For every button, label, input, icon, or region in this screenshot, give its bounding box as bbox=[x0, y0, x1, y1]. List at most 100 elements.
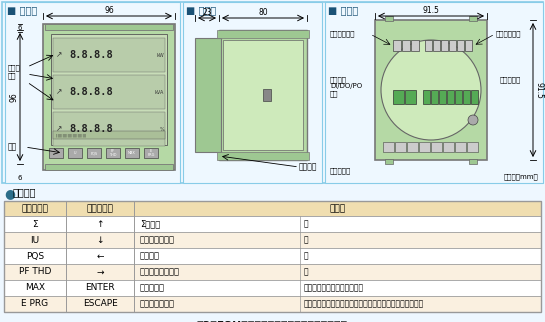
Bar bbox=[447, 90, 454, 104]
Bar bbox=[411, 40, 419, 51]
Text: 23: 23 bbox=[202, 7, 212, 16]
Bar bbox=[455, 90, 462, 104]
Bar bbox=[325, 2, 543, 183]
Bar bbox=[4, 264, 541, 280]
Bar bbox=[449, 40, 456, 51]
Bar bbox=[407, 142, 418, 152]
Bar bbox=[51, 34, 167, 145]
Bar bbox=[53, 131, 165, 139]
Text: E PRG: E PRG bbox=[21, 299, 49, 308]
Text: ←: ← bbox=[96, 251, 104, 260]
Text: IU: IU bbox=[31, 235, 40, 244]
Text: 設定モード: 設定モード bbox=[87, 204, 113, 213]
Bar bbox=[4, 201, 541, 312]
Bar bbox=[465, 40, 472, 51]
Bar bbox=[53, 112, 165, 146]
Text: ↑: ↑ bbox=[96, 220, 104, 229]
Bar bbox=[68, 148, 82, 158]
Bar bbox=[433, 40, 440, 51]
Text: %: % bbox=[159, 127, 164, 131]
Text: PF THD: PF THD bbox=[19, 268, 51, 277]
Bar bbox=[219, 30, 307, 160]
Text: |||||||||||||||||||||||||: ||||||||||||||||||||||||| bbox=[55, 133, 86, 137]
Text: 96: 96 bbox=[104, 5, 114, 14]
Text: 電流・電圧表示: 電流・電圧表示 bbox=[140, 235, 175, 244]
Bar bbox=[471, 90, 478, 104]
Bar bbox=[469, 159, 477, 164]
Bar bbox=[431, 142, 442, 152]
Text: 機　能: 機 能 bbox=[329, 204, 346, 213]
Text: IU: IU bbox=[73, 151, 77, 155]
Bar bbox=[49, 148, 63, 158]
Text: キー操作: キー操作 bbox=[13, 187, 37, 197]
Text: 91.5: 91.5 bbox=[422, 5, 439, 14]
Bar bbox=[45, 24, 173, 30]
Bar bbox=[4, 248, 541, 264]
Bar bbox=[195, 38, 221, 152]
Text: →: → bbox=[96, 268, 104, 277]
Text: ENTER: ENTER bbox=[85, 283, 115, 292]
Bar bbox=[217, 152, 309, 160]
Text: 設定メニュー呼出し・メニュー戻る・設定変更キャンセル: 設定メニュー呼出し・メニュー戻る・設定変更キャンセル bbox=[304, 299, 424, 308]
Text: 電力表示: 電力表示 bbox=[140, 251, 160, 260]
Text: 電力量表示切換: 電力量表示切換 bbox=[140, 299, 175, 308]
Bar bbox=[393, 90, 404, 104]
Text: ■ 側面図: ■ 側面図 bbox=[186, 5, 216, 15]
Text: 左: 左 bbox=[304, 251, 308, 260]
Bar bbox=[457, 40, 464, 51]
Text: 力率・高調波表示: 力率・高調波表示 bbox=[140, 268, 180, 277]
Bar bbox=[419, 142, 430, 152]
Bar bbox=[469, 16, 477, 21]
Text: ↗: ↗ bbox=[56, 125, 62, 134]
Bar bbox=[43, 24, 175, 170]
Text: 電源端子: 電源端子 bbox=[330, 77, 347, 83]
Bar bbox=[87, 148, 101, 158]
Text: ストッパ: ストッパ bbox=[299, 162, 317, 171]
Bar bbox=[425, 40, 432, 51]
Bar bbox=[467, 142, 478, 152]
Text: 91.5: 91.5 bbox=[535, 81, 543, 99]
Bar bbox=[217, 30, 309, 38]
Text: ●: ● bbox=[4, 187, 15, 200]
Bar bbox=[4, 296, 541, 312]
Bar bbox=[463, 90, 470, 104]
Text: Σ: Σ bbox=[32, 220, 38, 229]
Text: ■ 背面図: ■ 背面図 bbox=[328, 5, 358, 15]
Text: E
PRG: E PRG bbox=[147, 149, 155, 157]
Bar bbox=[4, 280, 541, 296]
Text: PF
THD: PF THD bbox=[109, 149, 117, 157]
Text: 図3　53Uのパネル図、外形寸法図、キー操作: 図3 53Uのパネル図、外形寸法図、キー操作 bbox=[196, 320, 348, 322]
Bar bbox=[4, 216, 541, 232]
Text: キー: キー bbox=[8, 143, 17, 151]
Bar bbox=[385, 16, 393, 21]
Text: MAX: MAX bbox=[128, 151, 136, 155]
Bar bbox=[431, 90, 438, 104]
Text: 電流入力端子: 電流入力端子 bbox=[495, 31, 521, 37]
Text: ESCAPE: ESCAPE bbox=[83, 299, 117, 308]
Bar bbox=[144, 148, 158, 158]
Bar bbox=[402, 40, 410, 51]
Bar bbox=[455, 142, 466, 152]
Text: 下: 下 bbox=[304, 235, 308, 244]
Text: 80: 80 bbox=[258, 7, 268, 16]
Bar bbox=[439, 90, 446, 104]
Text: Σ: Σ bbox=[55, 151, 57, 155]
Bar bbox=[45, 164, 173, 170]
Text: 8.8.8.8: 8.8.8.8 bbox=[69, 87, 113, 97]
Bar bbox=[53, 75, 165, 109]
Circle shape bbox=[468, 115, 478, 125]
Text: MAX: MAX bbox=[25, 283, 45, 292]
Text: ↓: ↓ bbox=[96, 235, 104, 244]
Text: 8.8.8.8: 8.8.8.8 bbox=[69, 124, 113, 134]
Bar bbox=[106, 148, 120, 158]
Text: （単位：mm）: （単位：mm） bbox=[503, 173, 538, 180]
Text: 96: 96 bbox=[9, 92, 19, 102]
Bar bbox=[423, 90, 430, 104]
Text: 6: 6 bbox=[18, 25, 22, 31]
Text: kW: kW bbox=[156, 52, 164, 58]
Text: Σ値表示: Σ値表示 bbox=[140, 220, 160, 229]
Text: 通常モード: 通常モード bbox=[22, 204, 49, 213]
Bar bbox=[223, 40, 303, 150]
Bar bbox=[2, 2, 543, 183]
Bar bbox=[383, 142, 394, 152]
